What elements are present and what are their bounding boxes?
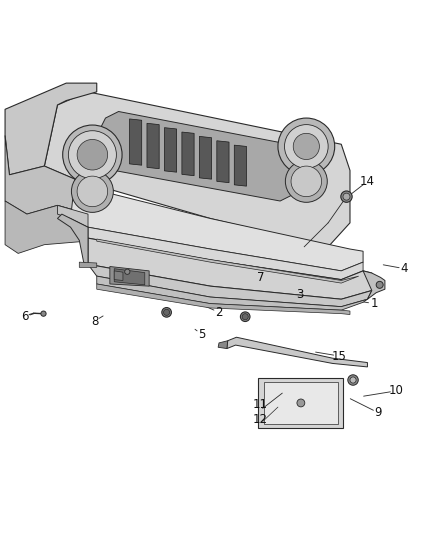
- Polygon shape: [5, 201, 97, 253]
- Text: 4: 4: [401, 262, 408, 275]
- Polygon shape: [130, 119, 142, 165]
- Text: 3: 3: [296, 288, 304, 301]
- Polygon shape: [182, 132, 194, 176]
- Circle shape: [285, 125, 328, 168]
- Polygon shape: [114, 271, 123, 280]
- Circle shape: [41, 311, 46, 316]
- Circle shape: [343, 193, 350, 200]
- Circle shape: [240, 312, 250, 321]
- Polygon shape: [79, 262, 97, 268]
- Polygon shape: [199, 136, 212, 179]
- Polygon shape: [44, 92, 350, 247]
- Text: 7: 7: [257, 271, 264, 284]
- Text: 14: 14: [360, 175, 375, 188]
- Polygon shape: [5, 135, 88, 214]
- Polygon shape: [264, 382, 338, 424]
- Circle shape: [63, 125, 122, 184]
- Polygon shape: [114, 269, 145, 285]
- Circle shape: [376, 281, 383, 288]
- Circle shape: [350, 377, 356, 383]
- Circle shape: [125, 269, 130, 274]
- Text: 2: 2: [215, 306, 223, 319]
- Text: 9: 9: [374, 406, 382, 419]
- Text: 15: 15: [332, 350, 346, 362]
- Polygon shape: [57, 205, 88, 227]
- Polygon shape: [147, 123, 159, 169]
- Polygon shape: [101, 111, 293, 201]
- Polygon shape: [5, 83, 97, 175]
- Polygon shape: [363, 271, 385, 299]
- Text: 6: 6: [21, 310, 28, 323]
- Polygon shape: [217, 141, 229, 183]
- Circle shape: [242, 313, 248, 320]
- Polygon shape: [97, 276, 367, 310]
- Circle shape: [293, 133, 319, 159]
- Polygon shape: [97, 239, 359, 283]
- Polygon shape: [234, 145, 247, 186]
- Polygon shape: [110, 266, 149, 286]
- Circle shape: [77, 140, 108, 170]
- Text: 8: 8: [91, 314, 98, 328]
- Polygon shape: [88, 238, 372, 299]
- Text: 5: 5: [198, 328, 205, 341]
- Text: 10: 10: [389, 384, 403, 398]
- Polygon shape: [258, 378, 343, 428]
- Circle shape: [71, 171, 113, 212]
- Polygon shape: [97, 284, 350, 314]
- Circle shape: [341, 191, 352, 203]
- Polygon shape: [57, 214, 88, 264]
- Polygon shape: [218, 341, 228, 349]
- Circle shape: [162, 308, 171, 317]
- Text: 1: 1: [370, 297, 378, 310]
- Text: 12: 12: [253, 413, 268, 426]
- Polygon shape: [88, 264, 372, 306]
- Circle shape: [163, 309, 170, 316]
- Polygon shape: [71, 179, 363, 271]
- Text: 11: 11: [253, 398, 268, 410]
- Polygon shape: [227, 337, 367, 367]
- Circle shape: [291, 166, 321, 197]
- Circle shape: [278, 118, 335, 175]
- Circle shape: [348, 375, 358, 385]
- Circle shape: [286, 160, 327, 203]
- Polygon shape: [164, 128, 177, 172]
- Circle shape: [297, 399, 305, 407]
- Circle shape: [77, 176, 108, 207]
- Circle shape: [68, 131, 117, 179]
- Polygon shape: [88, 227, 363, 280]
